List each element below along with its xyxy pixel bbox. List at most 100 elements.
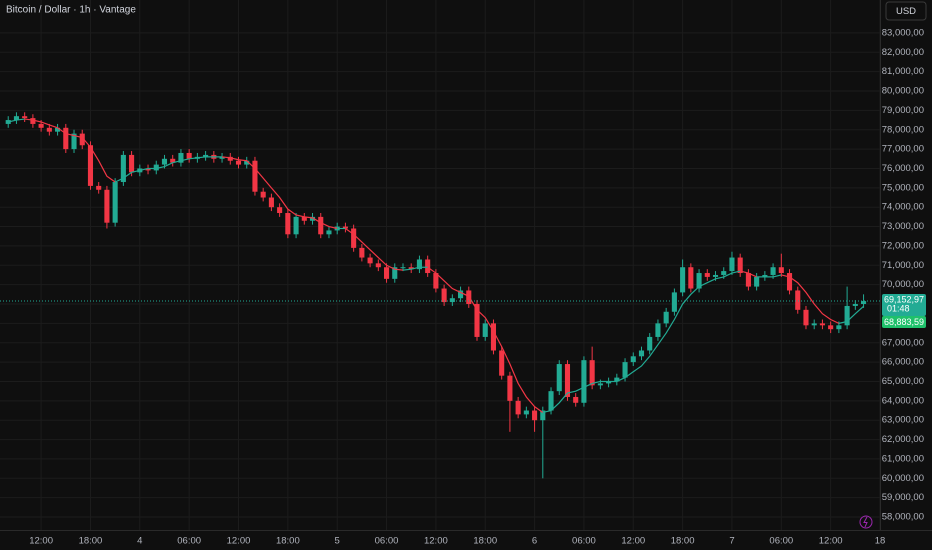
candle-body [680, 267, 686, 293]
y-tick-label: 58,000,00 [882, 512, 924, 523]
candle-body [129, 154, 135, 173]
candle-body [458, 290, 464, 299]
candle-body [96, 185, 102, 190]
x-tick-label: 12:00 [621, 536, 645, 547]
moving-average [345, 228, 404, 271]
candle-body [762, 274, 768, 277]
candle-body [737, 257, 743, 274]
candle-body [104, 189, 110, 223]
candle-body [186, 152, 192, 159]
moving-average [402, 266, 428, 271]
x-tick-label: 06:00 [375, 536, 399, 547]
candle-body [729, 257, 735, 272]
y-tick-label: 61,000,00 [882, 453, 924, 464]
candle-body [112, 182, 118, 223]
candle-body [647, 336, 653, 351]
x-tick-label: 18:00 [276, 536, 300, 547]
candle-body [13, 116, 19, 121]
candle-body [392, 267, 398, 279]
candle-body [63, 127, 69, 150]
last-price-label: 69,152,97 [884, 294, 924, 304]
candle-body [861, 301, 867, 305]
candle-body [828, 325, 834, 330]
candle-body [606, 381, 612, 384]
x-tick-label: 18:00 [473, 536, 497, 547]
candle-body [5, 120, 11, 124]
candle-body [556, 364, 562, 392]
candle-body [309, 216, 316, 221]
candle-body [178, 152, 184, 163]
y-tick-label: 70,000,00 [882, 279, 924, 290]
candle-body [244, 160, 250, 165]
candle-body [778, 267, 784, 274]
y-tick-label: 59,000,00 [882, 492, 924, 503]
candle-body [285, 213, 291, 235]
candle-body [688, 267, 694, 289]
candle-body [786, 273, 793, 291]
x-tick-label: 7 [729, 536, 734, 547]
candle-body [326, 230, 332, 235]
y-tick-label: 82,000,00 [882, 47, 924, 58]
x-tick-label: 12:00 [819, 536, 843, 547]
candle-body [655, 323, 661, 337]
y-tick-label: 65,000,00 [882, 376, 924, 387]
x-tick-label: 06:00 [572, 536, 596, 547]
candle-body [515, 400, 521, 415]
candle-body [22, 116, 28, 119]
y-tick-label: 67,000,00 [882, 337, 924, 348]
candle-body [597, 383, 603, 386]
candle-body [474, 304, 480, 337]
candle-body [507, 375, 513, 401]
x-tick-label: 12:00 [424, 536, 448, 547]
candle-body [441, 288, 447, 303]
candle-body [614, 377, 620, 382]
moving-average [221, 156, 338, 230]
candle-body [268, 197, 274, 208]
candle-body [712, 274, 719, 277]
candle-body [425, 259, 431, 274]
moving-average [24, 118, 116, 183]
candle-body [55, 127, 61, 132]
x-tick-label: 18:00 [79, 536, 103, 547]
candle-body [581, 360, 587, 403]
candle-body [277, 207, 283, 214]
x-tick-label: 12:00 [29, 536, 53, 547]
candle-body [145, 168, 151, 171]
candle-body [46, 127, 52, 132]
currency-label[interactable]: USD [896, 6, 916, 17]
icon-bolt[interactable] [863, 516, 868, 528]
y-tick-label: 75,000,00 [882, 182, 924, 193]
ma-price-box [882, 316, 926, 329]
candle-body [663, 311, 669, 324]
candle-body [400, 267, 406, 269]
candle-body [844, 305, 850, 326]
candle-body [203, 154, 209, 157]
candle-body [38, 123, 44, 128]
y-tick-label: 64,000,00 [882, 395, 924, 406]
y-tick-label: 79,000,00 [882, 105, 924, 116]
candle-body [260, 191, 266, 198]
chart-title: Bitcoin / Dollar · 1h · Vantage [6, 5, 136, 16]
candle-body [87, 145, 94, 186]
plot [0, 0, 881, 530]
x-tick-label: 4 [137, 536, 142, 547]
countdown-label: 01:48 [887, 303, 910, 313]
moving-average [756, 274, 782, 278]
candle-body [819, 323, 825, 326]
candle-body [745, 273, 751, 287]
currency-button[interactable] [885, 1, 927, 21]
icon-circle[interactable] [859, 515, 873, 529]
candle-body [573, 396, 579, 403]
candle-body [540, 410, 546, 421]
candle-body [499, 350, 505, 376]
lightning-icon[interactable] [859, 515, 873, 529]
y-tick-label: 78,000,00 [882, 124, 924, 135]
x-tick-label: 18 [875, 536, 886, 547]
x-tick-label: 6 [532, 536, 537, 547]
candle-body [721, 271, 727, 275]
candle-body [252, 160, 258, 192]
candle-body [638, 350, 645, 357]
candle-body [71, 133, 77, 150]
x-tick-label: 06:00 [177, 536, 201, 547]
